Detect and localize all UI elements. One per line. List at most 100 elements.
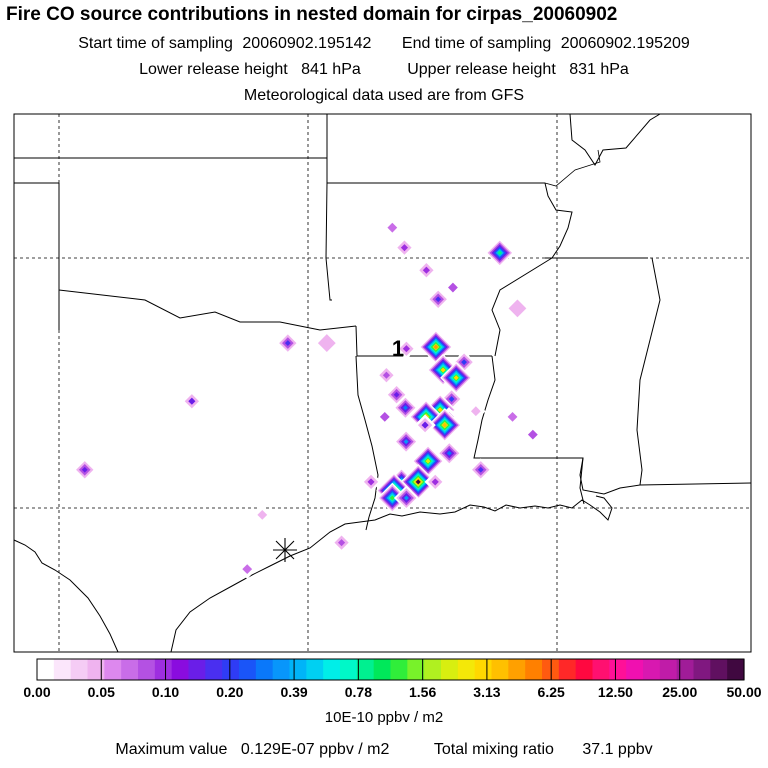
colorbar-swatch <box>693 659 711 680</box>
source-contour <box>402 345 410 353</box>
colorbar-tick-label: 3.13 <box>473 684 501 700</box>
upper-release-label: Upper release height <box>407 61 556 78</box>
upper-release-value: 831 hPa <box>569 61 629 78</box>
source-contour <box>402 405 408 411</box>
colorbar-swatch <box>306 659 324 680</box>
colorbar-tick-label: 0.00 <box>23 684 51 700</box>
colorbar-swatch <box>255 659 274 680</box>
gulf-coastline <box>170 495 613 653</box>
sampling-line: Start time of sampling 20060902.195142 E… <box>0 35 768 53</box>
source-contour <box>422 266 430 274</box>
source-contour <box>527 429 538 440</box>
source-contour <box>470 406 481 417</box>
colorbar-swatch <box>289 659 307 680</box>
colorbar-swatch <box>626 659 644 680</box>
source-contour <box>425 458 431 464</box>
source-contour <box>242 564 253 575</box>
colorbar-tick-label: 12.50 <box>597 684 633 700</box>
colorbar-swatch <box>491 659 509 680</box>
colorbar-swatch <box>37 659 55 680</box>
source-contour <box>440 367 446 373</box>
source-contour <box>317 334 336 352</box>
state-boundaries <box>13 113 752 652</box>
colorbar-tick-label: 0.10 <box>151 684 180 700</box>
source-contour <box>448 396 455 402</box>
colorbar-swatch <box>239 659 257 680</box>
source-contour <box>507 411 518 422</box>
colorbar-tick-label: 0.20 <box>216 684 244 700</box>
source-contour <box>421 421 429 429</box>
end-time-value: 20060902.195209 <box>560 35 690 52</box>
texas-louisiana-border <box>365 516 370 531</box>
colorbar-swatch <box>121 659 139 680</box>
lower-release-value: 841 hPa <box>301 61 361 78</box>
source-contour <box>497 250 503 256</box>
source-contour <box>403 439 409 445</box>
colorbar-swatch <box>272 659 291 680</box>
source-contour <box>387 222 398 233</box>
source-contour <box>81 466 88 473</box>
footer-line: Maximum value 0.129E-07 ppbv / m2 Total … <box>0 741 768 759</box>
total-mixing-label: Total mixing ratio <box>433 741 554 758</box>
release-line: Lower release height 841 hPa Upper relea… <box>0 61 768 79</box>
colorbar-swatch <box>592 659 610 680</box>
source-contours <box>73 217 543 579</box>
colorbar-swatch <box>171 659 190 680</box>
colorbar-swatch <box>188 659 206 680</box>
colorbar-swatch <box>474 659 493 680</box>
source-contour <box>284 340 291 346</box>
source-contour <box>431 478 439 486</box>
colorbar-swatch <box>70 659 89 680</box>
source-contour <box>337 539 346 547</box>
colorbar-tick-label: 6.25 <box>537 684 565 700</box>
source-contour <box>435 296 442 303</box>
colorbar <box>36 658 745 681</box>
met-note: Meteorological data used are from GFS <box>243 87 525 104</box>
colorbar-swatch <box>609 659 627 680</box>
colorbar-swatch <box>104 659 122 680</box>
colorbar-swatch <box>138 659 156 680</box>
colorbar-swatch <box>643 659 661 680</box>
colorbar-swatch <box>710 659 728 680</box>
colorbar-tick-label: 50.00 <box>726 684 762 700</box>
source-contour <box>400 244 409 252</box>
source-contour <box>389 495 395 501</box>
colorbar-tick-label: 0.78 <box>344 684 372 700</box>
colorbar-swatch <box>340 659 358 680</box>
max-value: 0.129E-07 ppbv / m2 <box>240 741 390 758</box>
source-contour <box>393 391 400 398</box>
source-contour <box>403 495 409 501</box>
colorbar-tick-label: 0.05 <box>87 684 115 700</box>
total-mixing-value: 37.1 ppbv <box>582 741 653 758</box>
source-contour <box>379 411 390 422</box>
colorbar-swatch <box>154 659 173 680</box>
end-time-label: End time of sampling <box>401 35 552 52</box>
colorbar-swatch <box>424 659 442 680</box>
colorbar-swatch <box>222 659 240 680</box>
colorbar-swatch <box>659 659 678 680</box>
mississippi-river <box>544 149 601 187</box>
texas-mexico-border <box>13 539 119 653</box>
source-contour <box>437 407 443 413</box>
source-contour <box>508 299 527 318</box>
page-title: Fire CO source contributions in nested d… <box>6 4 618 25</box>
lower-release-label: Lower release height <box>139 61 288 78</box>
colorbar-swatch <box>205 659 223 680</box>
source-contour <box>433 344 439 350</box>
colorbar-swatch <box>323 659 341 680</box>
source-contour <box>382 371 390 379</box>
start-time-label: Start time of sampling <box>78 35 233 52</box>
source-contour <box>367 478 375 486</box>
colorbar-swatch <box>407 659 425 680</box>
colorbar-tick-label: 1.56 <box>409 684 437 700</box>
source-contour <box>453 375 459 381</box>
colorbar-tick-label: 0.39 <box>280 684 308 700</box>
colorbar-swatch <box>575 659 594 680</box>
colorbar-swatch <box>508 659 526 680</box>
colorbar-swatch <box>373 659 392 680</box>
source-contour <box>442 422 448 428</box>
colorbar-swatch <box>676 659 695 680</box>
source-contour <box>257 509 268 520</box>
colorbar-swatch <box>53 659 72 680</box>
